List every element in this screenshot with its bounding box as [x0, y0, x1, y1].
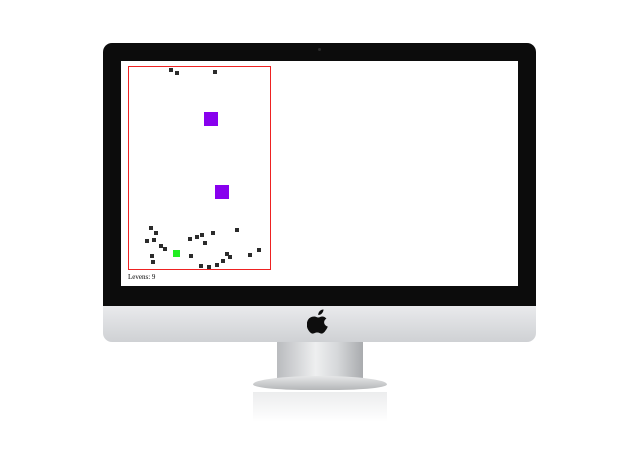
stand-reflection	[253, 392, 387, 422]
enemy-block	[213, 70, 217, 74]
enemy-block	[154, 231, 158, 235]
enemy-block	[188, 237, 192, 241]
enemy-block	[248, 253, 252, 257]
enemy-block	[151, 260, 155, 264]
enemy-block	[199, 264, 203, 268]
camera-icon	[318, 48, 321, 51]
enemy-block	[228, 255, 232, 259]
boss-enemy	[204, 112, 218, 126]
enemy-block	[152, 238, 156, 242]
boss-enemy	[215, 185, 229, 199]
enemy-block	[203, 241, 207, 245]
enemy-block	[200, 233, 204, 237]
enemy-block	[215, 263, 219, 267]
enemy-block	[195, 235, 199, 239]
monitor-stand-base	[253, 376, 387, 390]
enemy-block	[149, 226, 153, 230]
enemy-block	[145, 239, 149, 243]
enemy-block	[235, 228, 239, 232]
enemy-block	[175, 71, 179, 75]
lives-counter: Levens: 9	[128, 273, 156, 281]
enemy-block	[150, 254, 154, 258]
enemy-block	[225, 252, 229, 256]
player-ship	[173, 250, 180, 257]
enemy-block	[189, 254, 193, 258]
enemy-block	[159, 244, 163, 248]
game-playfield[interactable]	[128, 66, 271, 270]
monitor-screen: Levens: 9	[121, 61, 518, 286]
enemy-block	[211, 231, 215, 235]
enemy-block	[169, 68, 173, 72]
enemy-block	[207, 265, 211, 269]
enemy-block	[221, 259, 225, 263]
enemy-block	[257, 248, 261, 252]
apple-logo-icon	[307, 309, 328, 334]
enemy-block	[163, 247, 167, 251]
